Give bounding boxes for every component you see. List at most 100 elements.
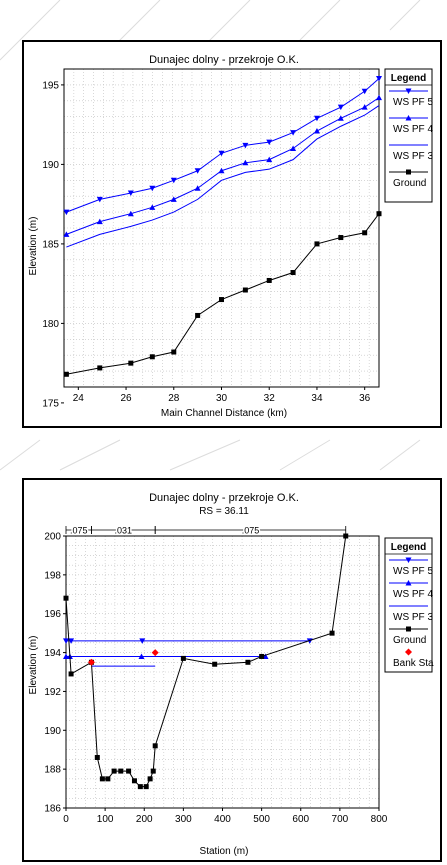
y-tick-label: 190 bbox=[42, 160, 59, 171]
data-point bbox=[97, 365, 103, 371]
series-line bbox=[66, 105, 380, 248]
y-tick-label: 185 bbox=[42, 239, 59, 250]
y-tick-label: 175 bbox=[42, 398, 59, 409]
data-point bbox=[242, 142, 249, 149]
data-point bbox=[290, 130, 297, 136]
legend-title: Legend bbox=[391, 73, 427, 84]
legend-label: WS PF 3 bbox=[393, 151, 433, 162]
legend-swatch-marker bbox=[405, 648, 412, 656]
x-tick-label: 28 bbox=[168, 393, 180, 404]
data-point bbox=[127, 210, 134, 217]
data-point bbox=[143, 784, 149, 790]
manning-label: .031 bbox=[115, 526, 133, 536]
manning-label: .075 bbox=[242, 526, 260, 536]
y-tick-label: 190 bbox=[44, 726, 61, 737]
data-point bbox=[150, 768, 156, 774]
series-ws-pf-5 bbox=[63, 76, 382, 216]
x-axis-label: Main Channel Distance (km) bbox=[161, 408, 287, 419]
data-point bbox=[313, 128, 320, 134]
x-tick-label: 500 bbox=[253, 814, 270, 825]
data-point bbox=[127, 190, 134, 197]
data-point bbox=[138, 653, 145, 659]
legend-label: WS PF 3 bbox=[393, 612, 433, 623]
data-point bbox=[170, 196, 177, 202]
legend-swatch-marker bbox=[405, 580, 412, 586]
data-point bbox=[99, 776, 105, 782]
data-point bbox=[68, 671, 74, 677]
y-tick-label: 192 bbox=[44, 687, 61, 698]
series-line bbox=[66, 97, 380, 235]
data-point bbox=[361, 104, 368, 110]
legend-label: WS PF 5 bbox=[393, 566, 433, 577]
chart-subtitle: RS = 36.11 bbox=[199, 506, 249, 517]
data-point bbox=[152, 743, 158, 749]
data-point bbox=[266, 156, 273, 163]
series-line bbox=[65, 535, 347, 788]
cross-section-chart-panel: Dunajec dolny - przekroje O.K. RS = 36.1… bbox=[22, 478, 442, 862]
data-point bbox=[137, 784, 143, 790]
data-point bbox=[170, 177, 177, 184]
y-tick-label: 180 bbox=[42, 319, 59, 330]
legend-label: Ground bbox=[393, 178, 426, 189]
legend-swatch-marker bbox=[406, 626, 411, 632]
series-ws-pf-4 bbox=[63, 653, 269, 659]
data-point bbox=[376, 94, 382, 101]
x-tick-label: 700 bbox=[332, 814, 349, 825]
plot-area: 24 26 28 30 32 34 36 175 180 185 190 195 bbox=[42, 68, 382, 409]
y-axis-label: Elevation (m) bbox=[28, 636, 39, 695]
data-point bbox=[63, 638, 69, 644]
data-point bbox=[245, 659, 251, 665]
data-point bbox=[63, 371, 69, 377]
data-point bbox=[63, 231, 70, 237]
data-point bbox=[218, 167, 225, 174]
data-point bbox=[151, 649, 159, 657]
profile-chart: Dunajec dolny - przekroje O.K. Elevation… bbox=[28, 54, 433, 419]
data-point bbox=[266, 139, 273, 146]
series-ws-pf-5 bbox=[63, 638, 313, 644]
data-point bbox=[290, 270, 296, 276]
legend-label: Bank Sta bbox=[393, 658, 434, 669]
x-tick-label: 30 bbox=[216, 393, 228, 404]
data-point bbox=[139, 638, 146, 644]
data-point bbox=[376, 76, 382, 82]
data-point bbox=[105, 776, 111, 782]
data-point bbox=[118, 768, 124, 774]
data-point bbox=[87, 658, 95, 666]
x-tick-label: 200 bbox=[136, 814, 153, 825]
x-tick-label: 300 bbox=[175, 814, 192, 825]
y-tick-label: 188 bbox=[44, 765, 61, 776]
data-point bbox=[212, 661, 218, 667]
legend-swatch-marker bbox=[406, 169, 411, 175]
y-tick-label: 200 bbox=[44, 532, 61, 543]
y-tick-label: 195 bbox=[42, 80, 59, 91]
legend: Legend WS PF 5 WS PF 4 WS PF 3 Ground Bank St… bbox=[384, 537, 434, 673]
x-tick-label: 32 bbox=[264, 393, 276, 404]
data-point bbox=[338, 235, 344, 241]
data-point bbox=[361, 88, 368, 95]
y-tick-label: 194 bbox=[44, 648, 61, 659]
data-point bbox=[194, 168, 201, 174]
data-point bbox=[171, 349, 177, 355]
x-tick-label: 400 bbox=[214, 814, 231, 825]
data-point bbox=[149, 185, 156, 192]
cross-section-chart: Dunajec dolny - przekroje O.K. RS = 36.1… bbox=[28, 492, 434, 857]
y-axis-label: Elevation (m) bbox=[28, 217, 39, 276]
data-point bbox=[337, 115, 344, 121]
y-tick-label: 186 bbox=[44, 804, 61, 815]
legend-label: Ground bbox=[393, 635, 426, 646]
series-ws-pf-3 bbox=[66, 105, 380, 248]
profile-chart-panel: Dunajec dolny - przekroje O.K. Elevation… bbox=[22, 40, 442, 428]
data-point bbox=[63, 209, 70, 216]
data-point bbox=[111, 768, 117, 774]
x-tick-label: 100 bbox=[97, 814, 114, 825]
legend-label: WS PF 4 bbox=[393, 124, 433, 135]
data-point bbox=[68, 638, 75, 644]
legend-label: WS PF 5 bbox=[393, 97, 433, 108]
plot-area: 0 100 200 300 400 500 600 700 800 186 188 190 192 194… bbox=[44, 524, 388, 825]
x-tick-label: 800 bbox=[371, 814, 388, 825]
legend-swatch-marker bbox=[405, 557, 412, 563]
data-point bbox=[63, 595, 69, 601]
manning-label: .075 bbox=[70, 526, 88, 536]
data-point bbox=[266, 277, 272, 283]
data-point bbox=[149, 204, 156, 210]
